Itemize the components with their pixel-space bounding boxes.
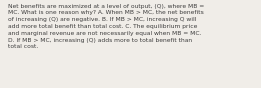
Text: Net benefits are maximized at a level of output, (Q), where MB =
MC. What is one: Net benefits are maximized at a level of… (8, 4, 204, 49)
